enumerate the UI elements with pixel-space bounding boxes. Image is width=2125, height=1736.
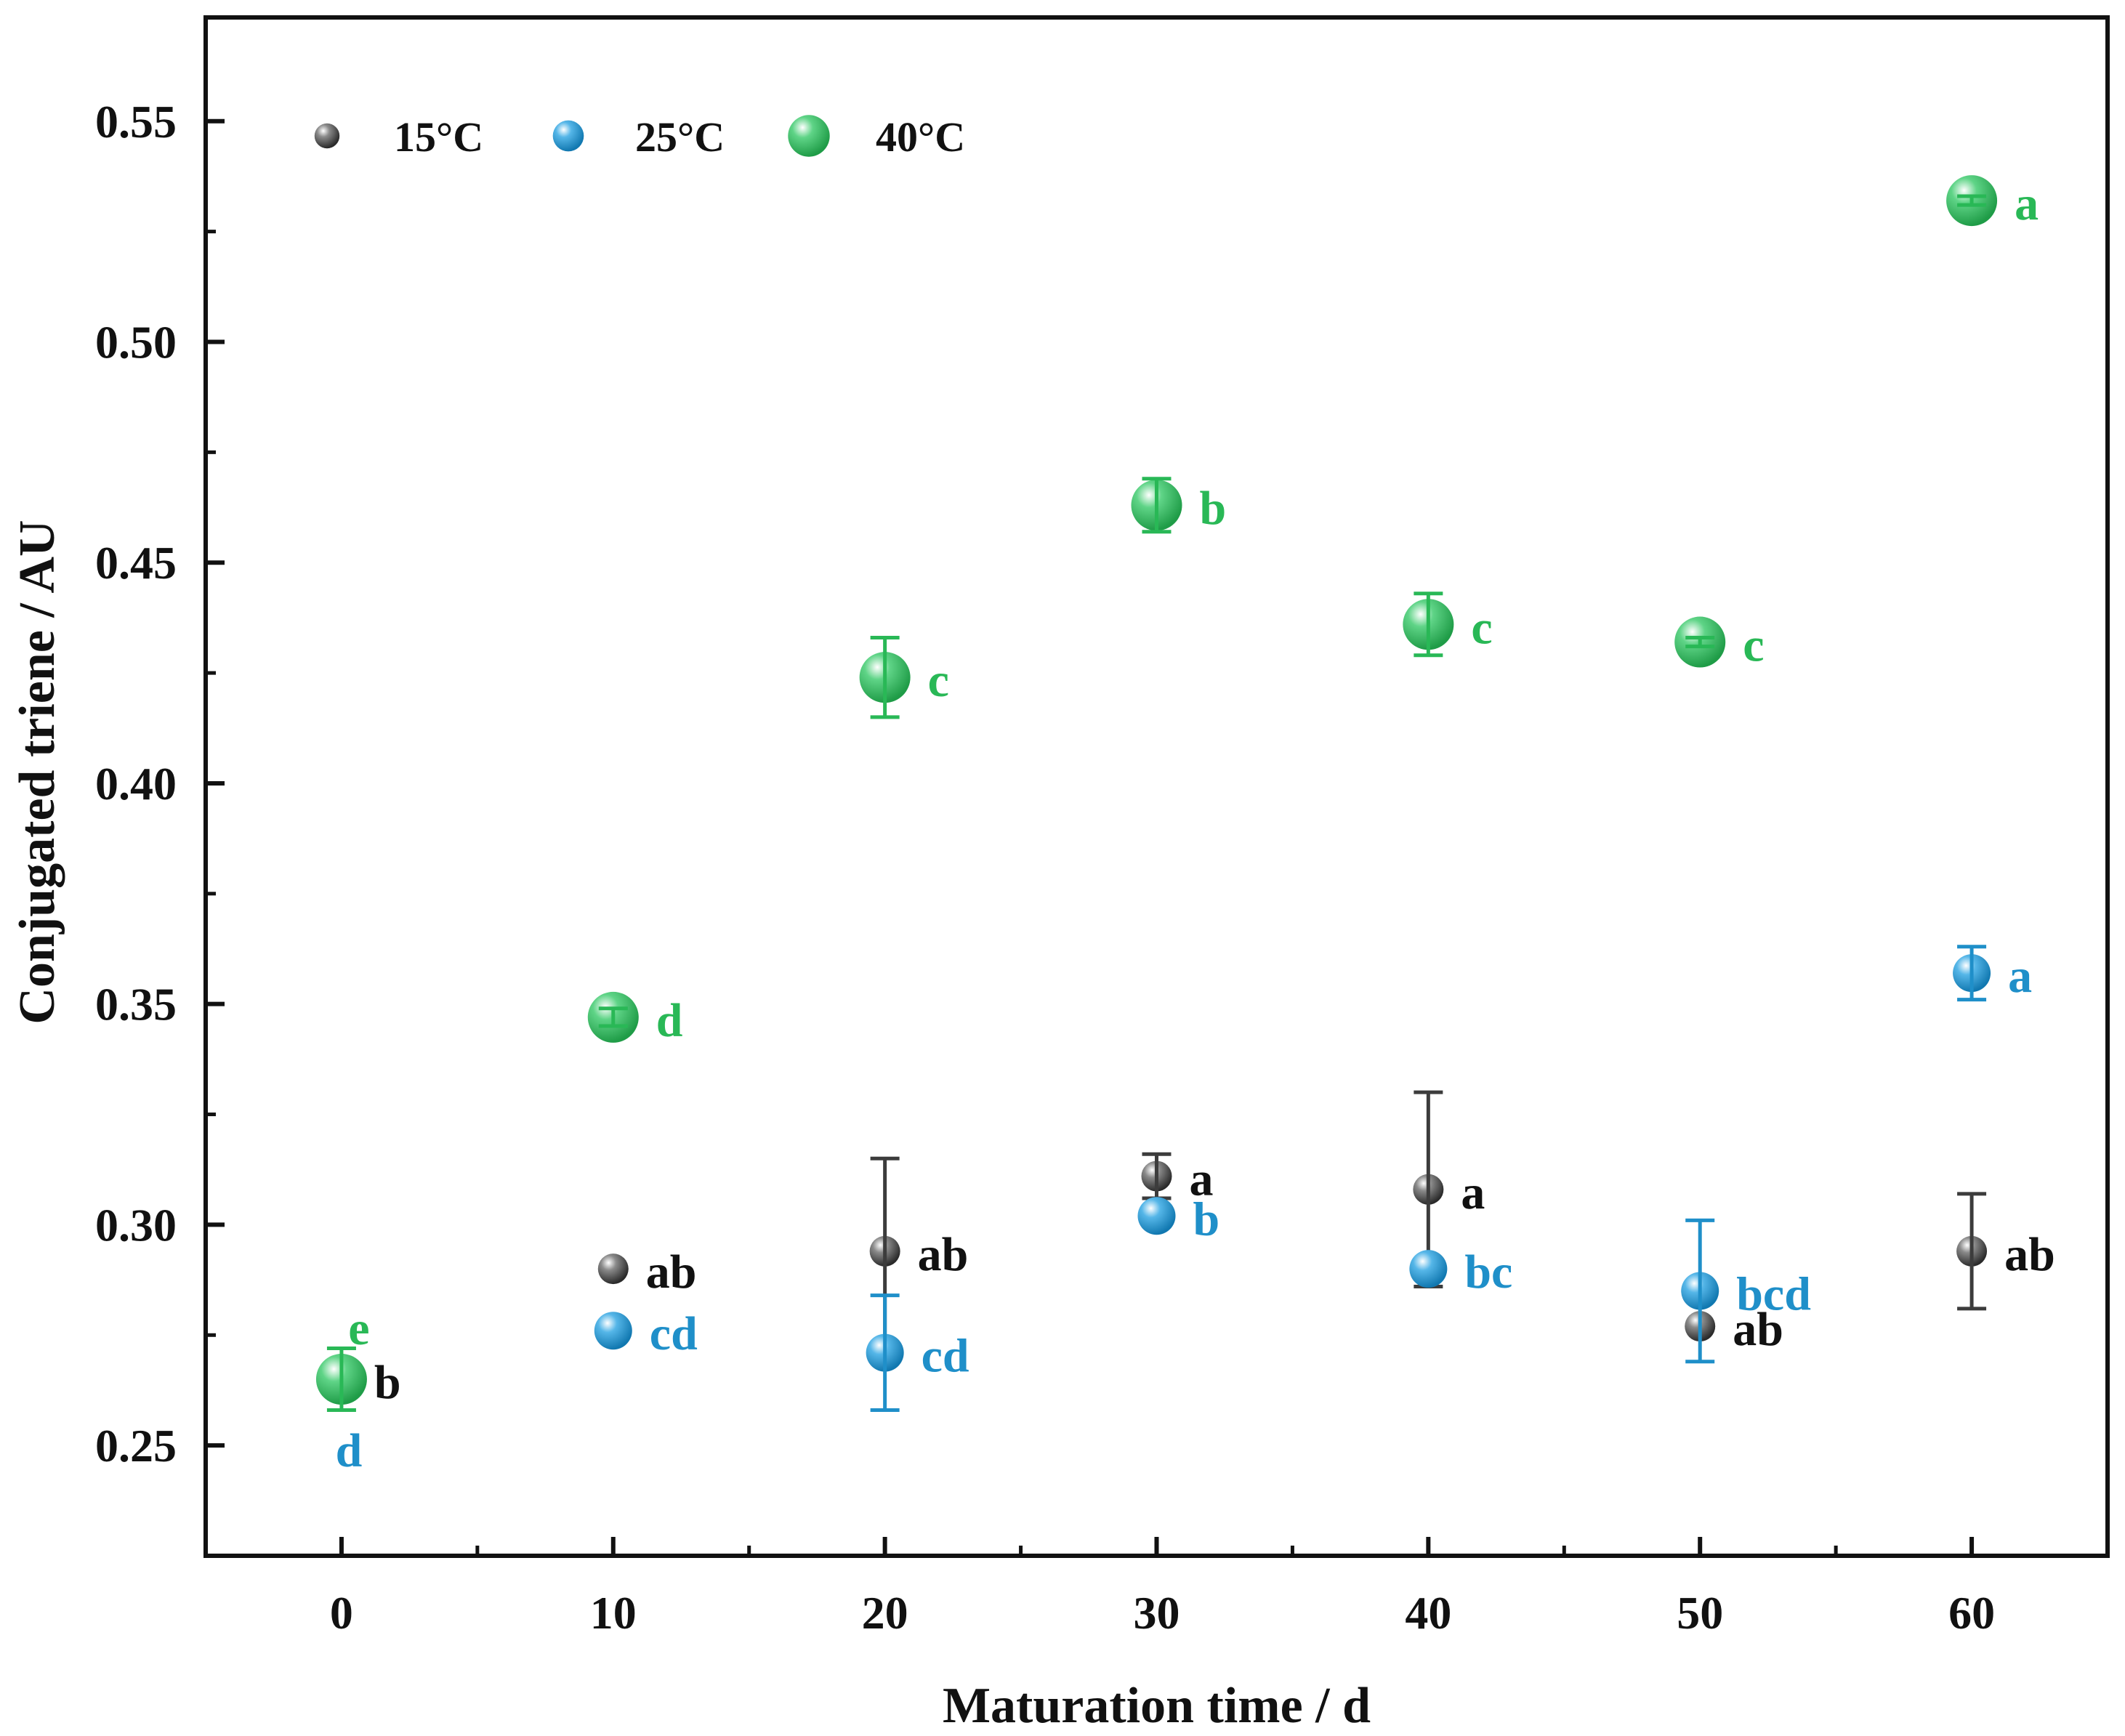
significance-label: ab [1733,1303,1783,1356]
data-point-15°C-10 [597,1253,629,1285]
significance-label: a [1190,1153,1214,1206]
legend-marker-40°C [788,115,830,157]
x-tick-label: 60 [1948,1587,1995,1639]
significance-label: a [1461,1166,1485,1219]
significance-label: c [1471,601,1492,654]
x-axis-title: Maturation time / d [943,1678,1371,1734]
y-tick-label: 0.45 [95,537,177,589]
significance-label: bcd [1736,1268,1811,1321]
x-tick-label: 0 [330,1587,353,1639]
x-tick-label: 10 [590,1587,637,1639]
data-layer [315,175,1998,1413]
significance-label: cd [650,1307,698,1360]
legend: 15°C 25°C 40°C [314,113,965,161]
axis-ticks: 0.25 0.30 0.35 0.40 0.45 0.50 0.55 0 10 20 30 40 50 6… [95,96,1995,1639]
x-tick-label: 40 [1405,1587,1451,1639]
x-tick-label: 50 [1677,1587,1723,1639]
data-point-25°C-30 [1137,1197,1176,1235]
y-tick-label: 0.55 [95,96,177,148]
significance-label: ab [646,1246,697,1299]
significance-label: b [1200,482,1227,535]
x-tick-label: 30 [1134,1587,1180,1639]
plot-frame [203,15,2110,1558]
y-tick-label: 0.25 [95,1420,177,1471]
y-tick-label: 0.30 [95,1199,177,1251]
legend-label: 15°C [394,113,483,161]
significance-label: bc [1464,1246,1512,1299]
y-axis-title: Conjugated triene / AU [9,520,65,1024]
significance-label: ab [2004,1228,2055,1281]
significance-label: b [374,1356,401,1409]
legend-label: 25°C [635,113,725,161]
data-point-25°C-40 [1409,1250,1448,1288]
significance-label: cd [922,1330,969,1383]
y-tick-label: 0.50 [95,316,177,368]
significance-label: e [348,1302,369,1355]
x-tick-label: 20 [862,1587,908,1639]
significance-label: c [928,654,949,707]
significance-label: d [336,1424,363,1477]
significance-label: ab [918,1228,969,1281]
y-tick-label: 0.40 [95,758,177,810]
y-tick-label: 0.35 [95,979,177,1030]
significance-label: b [1193,1192,1220,1246]
legend-marker-15°C [314,123,340,149]
significance-label: d [656,994,683,1047]
data-point-25°C-10 [594,1312,632,1350]
significance-label: a [2008,950,2032,1003]
significance-label: c [1743,619,1764,672]
significance-label: a [2015,177,2039,230]
legend-marker-25°C [552,120,584,152]
legend-label: 40°C [876,113,965,161]
